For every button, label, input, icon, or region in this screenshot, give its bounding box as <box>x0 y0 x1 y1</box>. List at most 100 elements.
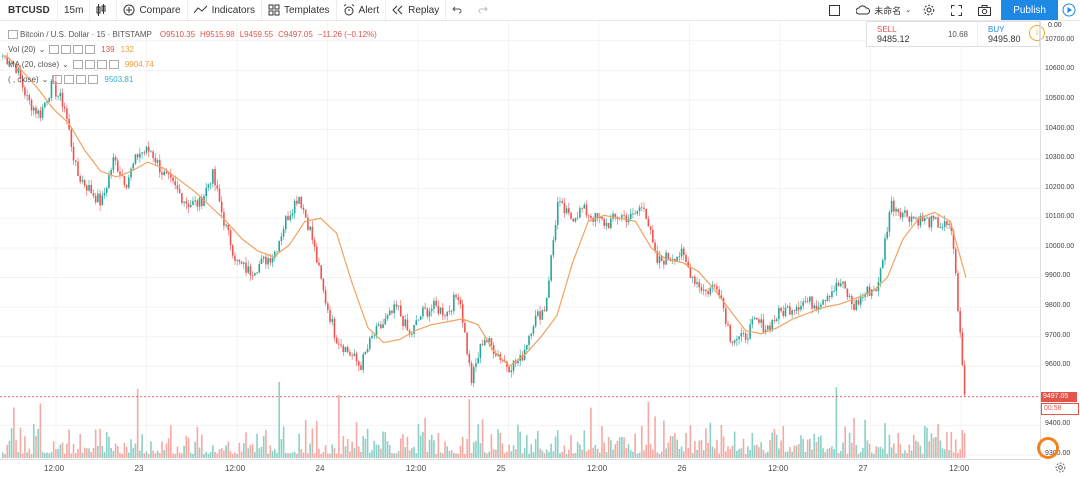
volume-bar <box>393 453 395 458</box>
redo-button[interactable] <box>472 0 498 20</box>
volume-bar <box>103 452 106 458</box>
volume-bar <box>528 453 530 458</box>
volume-bar <box>300 449 303 458</box>
close-icon[interactable] <box>96 60 107 69</box>
volume-bar <box>417 423 420 458</box>
candle-body <box>37 110 39 114</box>
volume-bar <box>486 453 488 458</box>
ma2-value: 9503.81 <box>104 75 134 84</box>
candle-body <box>915 217 917 219</box>
gear-icon[interactable] <box>84 60 95 69</box>
alert-button[interactable]: Alert <box>337 0 387 20</box>
volume-bar <box>459 445 462 458</box>
price-tick-label: 9700.00 <box>1045 331 1071 339</box>
candle-body <box>371 335 373 339</box>
close-icon[interactable] <box>76 75 87 84</box>
candle-body <box>959 311 961 333</box>
candle-body <box>797 307 800 310</box>
axis-settings-button[interactable] <box>1055 462 1066 476</box>
volume-bar <box>19 427 22 458</box>
more-icon[interactable] <box>108 60 119 69</box>
chart-type-button[interactable] <box>90 0 118 20</box>
volume-bar <box>614 444 617 458</box>
candle-body <box>811 296 813 309</box>
settings-button[interactable] <box>917 0 945 20</box>
candle-body <box>521 355 524 361</box>
eye-icon[interactable] <box>52 75 63 84</box>
fullscreen-square-button[interactable] <box>823 0 850 20</box>
play-button[interactable] <box>1058 0 1080 20</box>
publish-button[interactable]: Publish <box>1001 0 1058 20</box>
price-tick-label: 10000.00 <box>1045 242 1075 250</box>
candle-body <box>373 335 376 337</box>
time-axis[interactable]: 12:00 23 12:00 24 12:00 25 12:00 26 12:00 27 12:00 <box>0 459 1040 478</box>
candle-body <box>682 248 685 256</box>
eye-icon[interactable] <box>49 45 60 54</box>
compare-button[interactable]: Compare <box>117 0 188 20</box>
ma2-legend-row[interactable]: ( , close) ⌄ 9503.81 <box>8 72 377 87</box>
candle-body <box>335 337 338 344</box>
candle-body <box>917 217 919 226</box>
price-axis[interactable]: 10700.00 10600.00 10500.00 10400.00 10300.00… <box>1040 21 1080 458</box>
volume-bar <box>481 419 484 458</box>
candle-body <box>327 303 329 311</box>
volume-bar <box>762 449 765 458</box>
volume-bar <box>448 450 451 458</box>
undo-button[interactable] <box>446 0 472 20</box>
volume-bar <box>647 401 650 458</box>
chevron-down-icon[interactable]: ⌄ <box>41 75 49 84</box>
info-icon[interactable]: i <box>1029 25 1045 41</box>
candle-body <box>669 259 672 260</box>
volume-bar <box>296 453 298 458</box>
spread-value: 10.68 <box>947 29 969 39</box>
cloud-save-button[interactable]: 未命名 ⌄ <box>850 0 917 20</box>
volume-bar <box>322 451 325 458</box>
candle-body <box>895 208 897 212</box>
volume-bar <box>276 452 278 458</box>
volume-bar <box>581 449 583 458</box>
close-icon[interactable] <box>73 45 84 54</box>
volume-bar <box>835 387 838 458</box>
candle-body <box>904 210 906 213</box>
eye-icon[interactable] <box>72 60 83 69</box>
interval-button[interactable]: 15m <box>58 0 91 20</box>
volume-bar <box>183 445 185 458</box>
candle-body <box>181 193 183 203</box>
candle-body <box>198 197 201 207</box>
volume-bar <box>150 441 152 458</box>
more-icon[interactable] <box>85 45 96 54</box>
volume-bar <box>331 444 334 458</box>
volume-bar <box>928 441 931 458</box>
volume-bar <box>214 451 216 458</box>
chevron-down-icon[interactable]: ⌄ <box>62 60 69 69</box>
volume-bar <box>711 446 714 458</box>
chevron-down-icon[interactable]: ⌄ <box>38 45 46 54</box>
candle-body <box>377 324 380 326</box>
snapshot-button[interactable] <box>972 0 1001 20</box>
sell-button[interactable]: SELL 9485.12 <box>867 22 939 46</box>
price-chart[interactable] <box>0 21 1040 459</box>
candle-body <box>269 258 272 263</box>
candle-body <box>24 87 26 96</box>
collapse-icon[interactable] <box>8 30 18 39</box>
buy-button[interactable]: BUY 9495.80 <box>977 22 1039 46</box>
volume-bar <box>333 448 336 458</box>
symbol-search-button[interactable]: BTCUSD <box>0 0 58 20</box>
ma1-legend-row[interactable]: MA (20, close) ⌄ 9904.74 <box>8 57 377 72</box>
replay-button[interactable]: Replay <box>386 0 447 20</box>
candle-body <box>645 209 648 219</box>
volume-bar <box>848 432 851 458</box>
candle-body <box>568 208 570 213</box>
gear-icon[interactable] <box>64 75 75 84</box>
volume-legend-row[interactable]: Vol (20) ⌄ 139 132 <box>8 42 377 57</box>
volume-bars <box>2 381 966 458</box>
volume-bar <box>725 451 727 458</box>
candle-body <box>479 344 482 358</box>
volume-bar <box>565 453 568 458</box>
indicators-button[interactable]: Indicators <box>188 0 262 20</box>
gear-icon[interactable] <box>61 45 72 54</box>
expand-button[interactable] <box>945 0 972 20</box>
templates-button[interactable]: Templates <box>262 0 337 20</box>
more-icon[interactable] <box>88 75 99 84</box>
volume-bar <box>262 436 265 458</box>
